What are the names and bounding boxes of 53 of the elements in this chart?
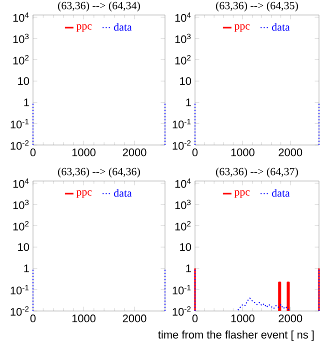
y-tick-label: 1 [24, 264, 29, 272]
legend-label: ppc [234, 190, 250, 198]
x-tick-label: 2000 [122, 314, 146, 322]
x-tick-label: 1000 [72, 314, 96, 322]
y-tick-label: 10$^{4}$ [175, 12, 191, 22]
y-tick-label: 10$^{2}$ [13, 55, 29, 64]
x-tick-label: 0 [30, 148, 36, 156]
y-tick-label: 10$^{-1}$ [10, 285, 29, 294]
y-tick-label: 1 [24, 98, 29, 106]
y-tick-label: 10$^{-1}$ [172, 119, 191, 128]
legend-label: ppc [76, 24, 92, 32]
y-tick-label: 10$^{2}$ [175, 55, 191, 64]
y-tick-label: 10$^{-2}$ [10, 140, 29, 150]
chart-title: (63,36) --> (64,36) [58, 168, 140, 178]
legend-label: ppc [234, 24, 250, 32]
legend-label: data [272, 189, 290, 197]
x-tick-label: 2000 [278, 314, 302, 322]
y-tick-label: 10$^{3}$ [175, 34, 191, 44]
x-tick-label: 0 [192, 314, 198, 322]
y-tick-label: 10 [180, 243, 192, 251]
y-tick-label: 10$^{-2}$ [172, 140, 191, 150]
x-tick-label: 2000 [278, 148, 302, 156]
y-tick-label: 10$^{2}$ [175, 221, 191, 230]
y-tick-label: 1 [186, 98, 191, 106]
chart-title: (63,36) --> (64,35) [216, 2, 298, 12]
y-tick-label: 10 [18, 77, 30, 85]
chart-title: (63,36) --> (64,34) [58, 2, 140, 12]
y-tick-label: 10$^{4}$ [175, 178, 191, 188]
y-tick-label: 10$^{-2}$ [172, 306, 191, 316]
x-tick-label: 2000 [122, 148, 146, 156]
legend-label: data [114, 189, 132, 197]
chart-title: (63,36) --> (64,37) [216, 168, 298, 178]
y-tick-label: 1 [186, 264, 191, 272]
x-tick-label: 1000 [231, 314, 254, 322]
y-tick-label: 10$^{2}$ [13, 221, 29, 230]
x-axis-title: time from the flasher event [ ns ] [158, 330, 314, 341]
x-tick-label: 0 [30, 314, 36, 322]
y-tick-label: 10$^{3}$ [13, 200, 29, 210]
x-tick-label: 0 [192, 148, 198, 156]
legend-label: ppc [76, 190, 92, 198]
y-tick-label: 10$^{4}$ [13, 178, 29, 188]
y-tick-label: 10 [180, 77, 192, 85]
y-tick-label: 10 [18, 243, 30, 251]
x-tick-label: 1000 [72, 148, 96, 156]
legend-label: data [114, 23, 132, 31]
y-tick-label: 10$^{-2}$ [10, 306, 29, 316]
y-tick-label: 10$^{-1}$ [10, 119, 29, 128]
x-tick-label: 1000 [231, 148, 254, 156]
y-tick-label: 10$^{-1}$ [172, 285, 191, 294]
y-tick-label: 10$^{4}$ [13, 12, 29, 22]
legend-label: data [272, 23, 290, 31]
y-tick-label: 10$^{3}$ [175, 200, 191, 210]
y-tick-label: 10$^{3}$ [13, 34, 29, 44]
